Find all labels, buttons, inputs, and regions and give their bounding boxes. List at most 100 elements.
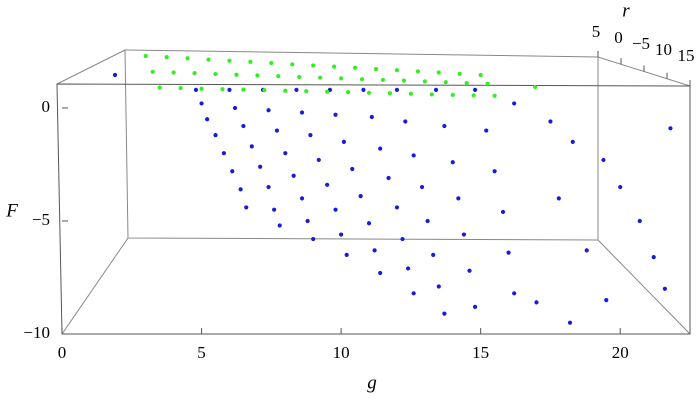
point [457,71,462,76]
x-tick-label: 20 [612,343,629,362]
point [394,205,400,210]
point [232,105,238,111]
point [485,81,490,86]
point [366,221,372,226]
point [415,69,420,74]
point [378,146,383,151]
point [341,139,347,144]
point [352,65,358,70]
point [266,108,271,113]
point [333,112,338,117]
box-edge [597,239,691,335]
point [425,218,430,224]
point [378,270,383,276]
point [419,184,425,190]
z-tick-label: 0 [614,28,623,47]
point [442,123,447,129]
point [255,73,260,78]
point [472,304,478,309]
point [584,248,589,253]
point [249,144,254,149]
point [305,218,310,224]
y-axis-label: F [5,200,18,221]
point [471,93,476,98]
point [248,59,253,64]
point [221,151,226,156]
point [258,164,263,169]
point [651,255,656,260]
point [205,117,210,122]
point [436,284,441,289]
point [294,87,299,92]
point [112,72,118,78]
point [333,207,338,212]
point [283,88,288,93]
point [361,87,366,92]
point [478,72,483,78]
point [345,90,351,95]
point [220,87,225,92]
point [277,223,282,228]
point [436,70,441,75]
point [266,184,271,190]
point [171,70,176,75]
point [359,77,365,82]
point [443,80,448,85]
box-edge [56,49,126,85]
point [350,166,355,172]
point [506,250,511,255]
point [227,58,232,63]
x-tick-label: 0 [58,343,67,362]
point [164,55,169,60]
point [206,57,211,62]
point [567,320,573,325]
point [442,311,447,316]
box [56,49,691,335]
point [467,268,472,273]
point [276,73,281,79]
point [394,68,400,73]
point [185,56,190,61]
point [461,232,467,237]
point [405,266,411,271]
point [668,126,673,131]
point [484,128,489,133]
point [299,110,305,115]
point [199,86,204,91]
point [400,236,405,242]
point [570,139,575,144]
point [339,232,344,237]
y-tick-label: −10 [23,323,50,342]
box-edge [61,237,129,335]
point [534,300,539,305]
point [408,91,413,96]
point [344,252,349,257]
point [193,87,199,92]
point [512,101,517,106]
point [269,60,274,66]
point [604,297,609,303]
point [637,218,642,224]
point [227,87,232,92]
point [332,64,337,69]
y-tick-label: 0 [42,97,51,116]
point [157,85,162,90]
z-tick-label: 5 [592,22,601,41]
point [311,236,316,242]
point [548,119,553,124]
point [618,184,623,190]
point [662,286,667,291]
point [386,175,391,181]
point [472,87,478,92]
point [234,72,239,77]
x-tick-label: 5 [197,343,206,362]
point [241,123,246,129]
point [272,207,277,212]
point [316,157,321,163]
point [318,75,323,80]
point [262,88,267,93]
z-tick-label: 15 [678,46,695,65]
point [372,248,377,253]
point [456,196,461,201]
z-axis-label: r [622,0,630,21]
